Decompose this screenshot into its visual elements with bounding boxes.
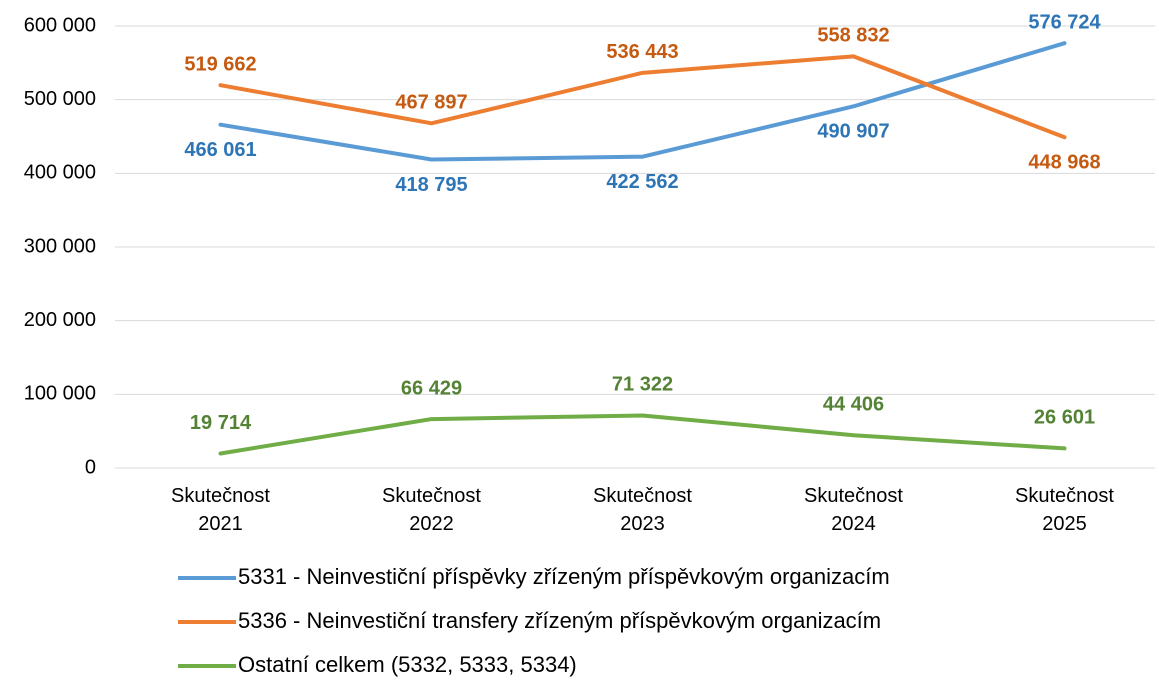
data-label: 536 443 bbox=[606, 41, 678, 63]
data-label: 19 714 bbox=[190, 412, 252, 434]
data-label: 466 061 bbox=[184, 139, 256, 161]
data-label: 576 724 bbox=[1028, 11, 1101, 33]
data-label: 558 832 bbox=[817, 25, 889, 47]
data-label: 422 562 bbox=[606, 171, 678, 193]
data-label: 418 795 bbox=[395, 174, 467, 196]
legend-label: 5331 - Neinvestiční příspěvky zřízeným p… bbox=[238, 564, 890, 589]
series-line bbox=[218, 413, 1067, 456]
legend-label: 5336 - Neinvestiční transfery zřízeným p… bbox=[238, 608, 881, 633]
x-tick-label: Skutečnost 2025 bbox=[1015, 485, 1114, 535]
data-label: 66 429 bbox=[401, 377, 462, 399]
data-label: 467 897 bbox=[395, 92, 467, 114]
y-tick-label: 100 000 bbox=[24, 383, 96, 405]
legend-label: Ostatní celkem (5332, 5333, 5334) bbox=[238, 652, 577, 677]
series-line bbox=[218, 54, 1067, 140]
y-tick-label: 600 000 bbox=[24, 14, 96, 36]
data-label: 71 322 bbox=[612, 374, 673, 396]
y-tick-label: 200 000 bbox=[24, 309, 96, 331]
x-tick-label: Skutečnost 2024 bbox=[804, 485, 903, 535]
data-label: 44 406 bbox=[823, 394, 884, 416]
x-tick-label: Skutečnost 2023 bbox=[593, 485, 692, 535]
data-label: 448 968 bbox=[1028, 152, 1100, 174]
x-tick-label: Skutečnost 2021 bbox=[171, 485, 270, 535]
y-tick-label: 300 000 bbox=[24, 235, 96, 257]
data-label: 519 662 bbox=[184, 53, 256, 75]
x-tick-label: Skutečnost 2022 bbox=[382, 485, 481, 535]
data-label: 490 907 bbox=[817, 121, 889, 143]
y-tick-label: 500 000 bbox=[24, 88, 96, 110]
y-tick-label: 0 bbox=[85, 456, 96, 478]
data-label: 26 601 bbox=[1034, 407, 1095, 429]
y-tick-label: 400 000 bbox=[24, 162, 96, 184]
